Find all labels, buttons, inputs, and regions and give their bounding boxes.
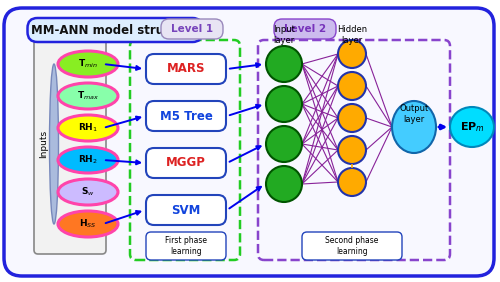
FancyBboxPatch shape bbox=[146, 232, 226, 260]
Text: SVM: SVM bbox=[172, 204, 200, 217]
FancyBboxPatch shape bbox=[28, 18, 203, 42]
Text: RH$_2$: RH$_2$ bbox=[78, 154, 98, 166]
Ellipse shape bbox=[50, 64, 58, 224]
Circle shape bbox=[266, 46, 302, 82]
Circle shape bbox=[338, 72, 366, 100]
FancyBboxPatch shape bbox=[302, 232, 402, 260]
Text: M5 Tree: M5 Tree bbox=[160, 109, 212, 122]
Text: MM-ANN model structure: MM-ANN model structure bbox=[31, 23, 199, 36]
FancyBboxPatch shape bbox=[4, 8, 494, 276]
Text: T$_{min}$: T$_{min}$ bbox=[78, 58, 98, 70]
Text: S$_w$: S$_w$ bbox=[81, 186, 95, 198]
FancyBboxPatch shape bbox=[274, 19, 336, 39]
FancyBboxPatch shape bbox=[161, 19, 223, 39]
FancyBboxPatch shape bbox=[146, 101, 226, 131]
Text: H$_{SS}$: H$_{SS}$ bbox=[80, 218, 96, 230]
Text: Hidden
layer: Hidden layer bbox=[337, 25, 367, 45]
FancyBboxPatch shape bbox=[146, 54, 226, 84]
Ellipse shape bbox=[450, 107, 494, 147]
Text: Second phase
learning: Second phase learning bbox=[326, 236, 378, 256]
Circle shape bbox=[338, 168, 366, 196]
Text: Level 2: Level 2 bbox=[284, 24, 326, 34]
Text: Input
layer: Input layer bbox=[273, 25, 295, 45]
Text: First phase
learning: First phase learning bbox=[165, 236, 207, 256]
Ellipse shape bbox=[58, 147, 118, 173]
Ellipse shape bbox=[392, 101, 436, 153]
FancyBboxPatch shape bbox=[146, 195, 226, 225]
Ellipse shape bbox=[58, 51, 118, 77]
Text: Level 1: Level 1 bbox=[171, 24, 213, 34]
FancyBboxPatch shape bbox=[34, 34, 106, 254]
Text: Output
layer: Output layer bbox=[400, 104, 428, 124]
Circle shape bbox=[266, 126, 302, 162]
Text: EP$_m$: EP$_m$ bbox=[460, 120, 484, 134]
Circle shape bbox=[338, 40, 366, 68]
Circle shape bbox=[338, 104, 366, 132]
Circle shape bbox=[266, 86, 302, 122]
Ellipse shape bbox=[58, 115, 118, 141]
Text: RH$_1$: RH$_1$ bbox=[78, 122, 98, 134]
Circle shape bbox=[338, 136, 366, 164]
Text: MARS: MARS bbox=[167, 63, 205, 76]
Text: MGGP: MGGP bbox=[166, 157, 206, 169]
Ellipse shape bbox=[58, 179, 118, 205]
Ellipse shape bbox=[58, 83, 118, 109]
Circle shape bbox=[266, 166, 302, 202]
FancyBboxPatch shape bbox=[146, 148, 226, 178]
Text: Inputs: Inputs bbox=[40, 130, 48, 158]
Text: T$_{max}$: T$_{max}$ bbox=[77, 90, 99, 102]
Ellipse shape bbox=[58, 211, 118, 237]
